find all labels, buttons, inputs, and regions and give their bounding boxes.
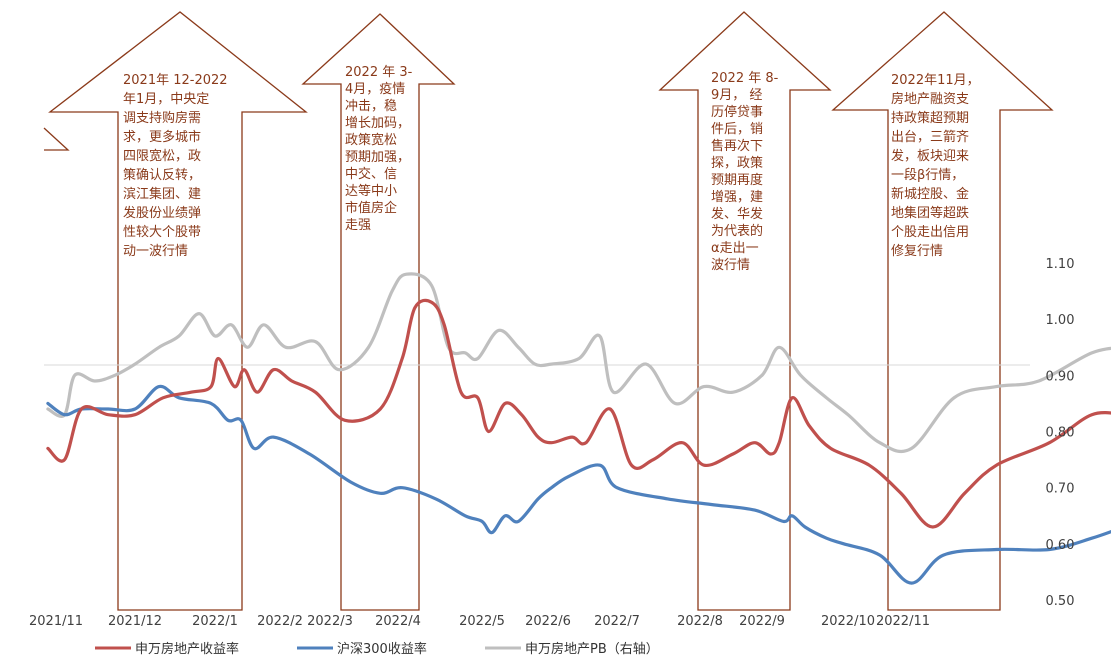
annotation-arrow-partial — [43, 127, 70, 151]
series-line-csi300-return — [46, 384, 1111, 585]
annotation-text-line: 出台，三箭齐 — [891, 129, 969, 145]
y-tick-label: 0.70 — [1046, 482, 1075, 497]
annotation-text-line: 市值房企 — [345, 200, 397, 216]
annotation-text-line: 为代表的 — [711, 223, 763, 239]
annotation-text-line: 达等中小 — [345, 183, 397, 199]
x-tick-label: 2022/4 — [375, 614, 421, 629]
annotation-text-line: 策确认反转， — [123, 167, 201, 183]
annotation-text-line: 波行情 — [711, 258, 750, 273]
series-lines — [44, 272, 1111, 585]
annotation-text-line: 性较大个股带 — [123, 225, 201, 240]
x-tick-label: 2022/10 — [821, 614, 875, 629]
annotation-text-line: 年1月，中央定 — [123, 92, 209, 107]
annotation-text-line: 2021年 12-2022 — [123, 73, 228, 88]
annotation-text-line: 发、华发 — [711, 206, 763, 222]
annotation-text-line: 个股走出信用 — [891, 225, 969, 240]
annotation-text-line: 修复行情 — [891, 244, 943, 259]
annotation-text-line: α走出一 — [711, 241, 759, 256]
annotation-text-line: 历停贷事 — [711, 104, 763, 120]
annotation-text-line: 4月，疫情 — [345, 81, 405, 97]
annotation-text-line: 滨江集团、建 — [123, 186, 201, 202]
x-tick-label: 2022/6 — [525, 614, 571, 629]
x-tick-label: 2022/7 — [594, 614, 640, 629]
y-tick-label: 0.60 — [1046, 538, 1075, 553]
y-axis-ticks: 1.10 1.00 0.90 0.80 0.70 0.60 0.50 — [1046, 257, 1075, 609]
x-tick-label: 2022/2 — [257, 614, 303, 629]
annotation-text-line: 调支持购房需 — [123, 110, 201, 126]
annotation-text-line: 新城控股、金 — [891, 186, 969, 202]
annotation-text-line: 预期加强， — [345, 150, 410, 165]
x-tick-label: 2022/8 — [677, 614, 723, 629]
annotation-text-line: 件后，销 — [711, 122, 763, 137]
annotation-text-line: 动一波行情 — [123, 244, 188, 259]
y-tick-label: 0.90 — [1046, 369, 1075, 384]
annotation-text: 2021年 12-2022 年1月，中央定调支持购房需求，更多城市四限宽松，政策确… — [123, 73, 228, 259]
annotation-text-line: 9月， 经 — [711, 88, 762, 103]
annotation-text-line: 增长加码， — [345, 116, 410, 131]
annotation-text-line: 冲击，稳 — [345, 98, 397, 114]
annotation-text-line: 房地产融资支 — [891, 91, 969, 107]
annotation-text-line: 政策宽松 — [345, 132, 397, 148]
annotation-text: 2022年11月， 房地产融资支持政策超预期出台，三箭齐发，板块迎来一段β行情， 新… — [891, 73, 980, 259]
annotation-text-line: 求，更多城市 — [123, 129, 201, 145]
legend: 申万房地产收益率 沪深300收益率 申万房地产PB（右轴） — [95, 641, 659, 657]
annotation-arrow — [301, 13, 456, 611]
annotation-text-line: 预期再度 — [711, 172, 763, 188]
x-tick-label: 2021/12 — [108, 614, 162, 629]
annotation-arrow — [831, 11, 1054, 611]
x-axis-ticks: 2021/11 2021/12 2022/1 2022/2 2022/3 2022/4 20… — [29, 614, 930, 629]
annotation-text-line: 走强 — [345, 218, 371, 233]
annotation-text-line: 探，政策 — [711, 155, 763, 171]
annotation-arrows — [43, 11, 1054, 611]
x-tick-label: 2022/5 — [459, 614, 505, 629]
annotation-text: 2022 年 8- 9月， 经历停贷事件后，销售再次下探，政策预期再度增强，建发、… — [711, 71, 779, 273]
annotation-text-line: 2022 年 3- — [345, 65, 413, 80]
annotation-text-line: 增强，建 — [711, 190, 763, 205]
annotation-text-line: 发，板块迎来 — [891, 148, 969, 164]
legend-label: 沪深300收益率 — [337, 641, 427, 657]
x-tick-label: 2022/1 — [192, 614, 238, 629]
x-tick-label: 2021/11 — [29, 614, 83, 629]
annotation-text-line: 2022年11月， — [891, 73, 980, 88]
annotation-text-line: 持政策超预期 — [891, 110, 969, 126]
series-line-real-estate-pb — [46, 272, 1111, 454]
series-line-real-estate-return — [46, 298, 1111, 529]
x-tick-label: 2022/11 — [876, 614, 930, 629]
x-tick-label: 2022/9 — [739, 614, 785, 629]
annotation-text: 2022 年 3-4月，疫情冲击，稳增长加码，政策宽松预期加强，中交、信达等中小… — [345, 65, 413, 233]
annotation-text-line: 地集团等超跌 — [891, 205, 969, 221]
annotation-arrow — [48, 11, 308, 611]
y-tick-label: 1.10 — [1046, 257, 1075, 272]
legend-label: 申万房地产PB（右轴） — [525, 641, 659, 657]
annotation-text-line: 四限宽松，政 — [123, 148, 201, 164]
y-tick-label: 1.00 — [1046, 313, 1075, 328]
y-tick-label: 0.80 — [1046, 426, 1075, 441]
annotation-text-line: 售再次下 — [711, 138, 763, 154]
annotation-text-line: 发股份业绩弹 — [123, 205, 201, 221]
x-tick-label: 2022/3 — [307, 614, 353, 629]
annotation-text-line: 一段β行情， — [891, 168, 964, 183]
legend-label: 申万房地产收益率 — [135, 641, 239, 657]
y-tick-label: 0.50 — [1046, 594, 1075, 609]
annotation-arrow — [658, 11, 832, 611]
annotation-text-line: 中交、信 — [345, 166, 397, 182]
annotation-text-line: 2022 年 8- — [711, 71, 779, 86]
annotation-texts: 2021年 12-2022 年1月，中央定调支持购房需求，更多城市四限宽松，政策确… — [123, 65, 980, 273]
